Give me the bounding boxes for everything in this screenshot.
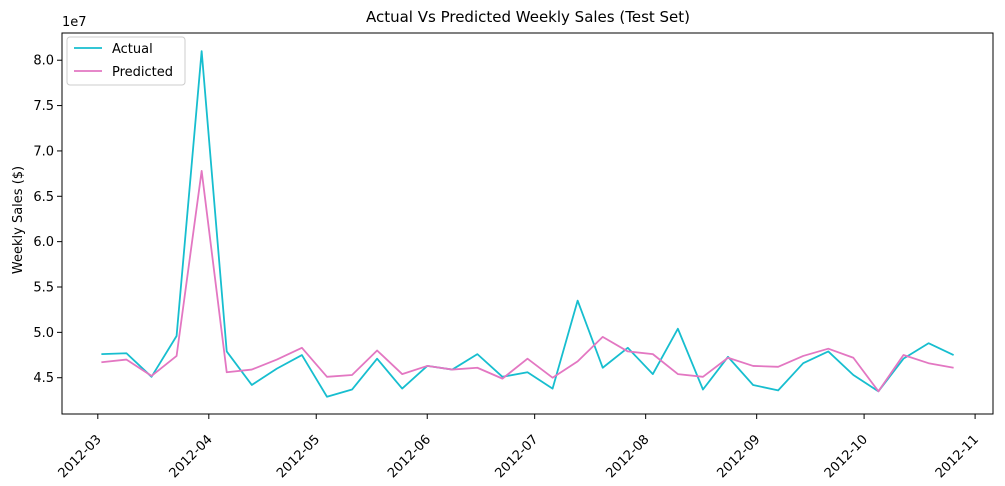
x-tick-label: 2012-05 xyxy=(274,432,323,481)
y-tick-label: 8.0 xyxy=(33,54,54,69)
plot-frame xyxy=(61,32,994,415)
legend: Actual Predicted xyxy=(66,36,186,86)
y-tick-label: 6.5 xyxy=(33,190,54,205)
y-tick-label: 7.5 xyxy=(33,99,54,114)
x-tick-label: 2012-08 xyxy=(603,432,652,481)
x-tick-label: 2012-06 xyxy=(385,432,434,481)
series-line-predicted xyxy=(101,169,954,393)
y-tick-label: 5.0 xyxy=(33,326,54,341)
x-tick-label: 2012-11 xyxy=(933,432,982,481)
series-line-actual xyxy=(101,50,954,398)
x-tick-label: 2012-04 xyxy=(167,432,216,481)
y-tick-label: 5.5 xyxy=(33,281,54,296)
series-lines xyxy=(101,50,954,398)
y-tick-label: 6.0 xyxy=(33,235,54,250)
y-axis-offset-label: 1e7 xyxy=(62,15,87,30)
y-tick-label: 7.0 xyxy=(33,144,54,159)
legend-label-actual: Actual xyxy=(112,42,153,57)
axis-ticks: 4.5 5.0 5.5 6.0 6.5 7.0 7.5 8.0 2012-03 2012-04 20… xyxy=(33,54,982,482)
chart-title: Actual Vs Predicted Weekly Sales (Test S… xyxy=(366,8,690,26)
x-tick-label: 2012-09 xyxy=(714,432,763,481)
legend-label-predicted: Predicted xyxy=(112,65,173,80)
y-tick-label: 4.5 xyxy=(33,371,54,386)
legend-box xyxy=(66,36,186,86)
x-tick-label: 2012-07 xyxy=(492,432,541,481)
y-axis-label: Weekly Sales ($) xyxy=(11,166,26,274)
x-tick-label: 2012-03 xyxy=(56,432,105,481)
x-tick-label: 2012-10 xyxy=(822,432,871,481)
